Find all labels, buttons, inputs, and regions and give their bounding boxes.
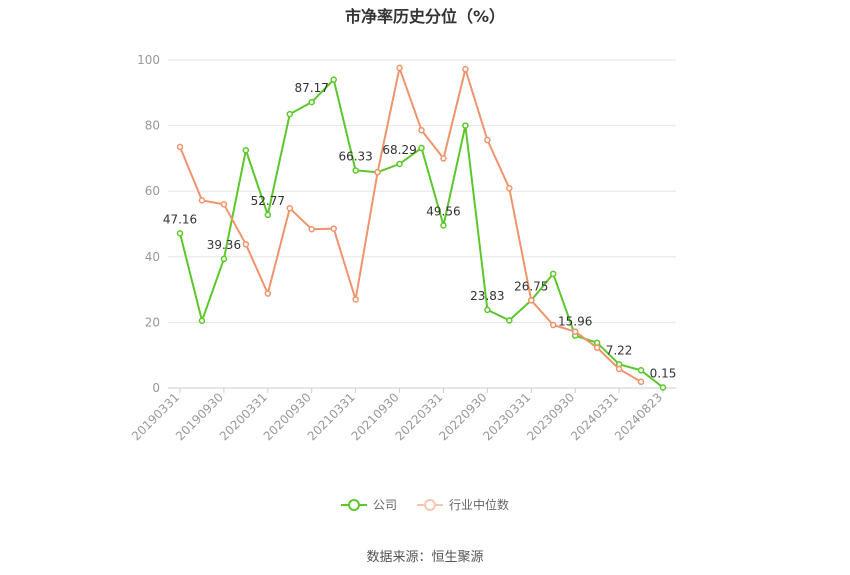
- legend: 公司 行业中位数: [0, 496, 850, 513]
- x-axis: 2019033120190930202003312020093020210331…: [129, 387, 676, 443]
- data-point[interactable]: [549, 270, 557, 278]
- data-point[interactable]: [571, 328, 579, 335]
- legend-swatch-company: [340, 498, 367, 512]
- y-tick-label: 80: [145, 119, 160, 133]
- data-point[interactable]: [440, 222, 447, 229]
- data-point[interactable]: [220, 255, 228, 263]
- legend-item-company[interactable]: 公司: [340, 496, 397, 513]
- data-label: 0.15: [650, 367, 677, 381]
- data-label: 23.83: [470, 289, 504, 303]
- data-label: 87.17: [295, 81, 329, 95]
- data-point[interactable]: [352, 167, 359, 174]
- y-axis: 0 20 40 60 80 100: [137, 53, 160, 395]
- data-point[interactable]: [176, 230, 184, 237]
- x-tick-label: 20240823: [612, 390, 665, 443]
- data-point[interactable]: [637, 378, 645, 386]
- data-label: 39.36: [207, 238, 241, 252]
- chart-title: 市净率历史分位（%）: [344, 7, 506, 26]
- data-label: 49.56: [426, 204, 460, 218]
- data-label: 7.22: [606, 343, 633, 357]
- data-point[interactable]: [330, 76, 337, 83]
- grid-lines: [168, 59, 676, 323]
- source-note: 数据来源：恒生聚源: [366, 550, 484, 565]
- data-label: 47.16: [163, 212, 197, 226]
- data-point[interactable]: [396, 160, 403, 168]
- data-point[interactable]: [659, 384, 667, 391]
- series-layer: [176, 64, 667, 391]
- y-tick-label: 100: [137, 53, 160, 67]
- data-label: 15.96: [558, 315, 592, 329]
- data-point[interactable]: [264, 211, 272, 219]
- data-point[interactable]: [506, 317, 513, 324]
- data-point[interactable]: [264, 290, 272, 297]
- data-point[interactable]: [418, 144, 425, 152]
- data-point[interactable]: [615, 365, 623, 373]
- data-point[interactable]: [198, 317, 206, 325]
- data-point[interactable]: [418, 126, 425, 134]
- data-point[interactable]: [242, 146, 250, 154]
- data-label: 68.29: [382, 143, 416, 157]
- data-point[interactable]: [484, 136, 491, 144]
- data-point[interactable]: [484, 306, 491, 314]
- legend-label-company: 公司: [372, 498, 397, 512]
- data-point[interactable]: [506, 184, 513, 192]
- data-point[interactable]: [286, 205, 294, 212]
- legend-label-industry: 行业中位数: [449, 498, 510, 512]
- data-label: 52.77: [251, 194, 285, 208]
- series-line-1: [179, 66, 642, 383]
- data-point[interactable]: [549, 321, 557, 329]
- y-tick-label: 20: [145, 315, 160, 329]
- data-point[interactable]: [286, 110, 294, 118]
- data-point[interactable]: [352, 296, 359, 303]
- data-point[interactable]: [374, 168, 381, 176]
- data-point[interactable]: [462, 65, 469, 73]
- data-point[interactable]: [330, 225, 337, 232]
- data-point[interactable]: [528, 297, 535, 304]
- data-point[interactable]: [198, 197, 206, 204]
- legend-item-industry[interactable]: 行业中位数: [417, 496, 509, 513]
- data-point[interactable]: [396, 64, 403, 72]
- line-chart: 0 20 40 60 80 100 201903312019093020200331202…: [129, 53, 677, 443]
- data-point[interactable]: [242, 241, 250, 248]
- data-point[interactable]: [308, 98, 315, 106]
- data-point[interactable]: [462, 122, 469, 129]
- data-point[interactable]: [637, 367, 645, 374]
- y-tick-label: 60: [145, 184, 160, 198]
- data-label: 66.33: [338, 149, 372, 163]
- data-point[interactable]: [220, 201, 228, 208]
- data-label: 26.75: [514, 279, 548, 293]
- y-tick-label: 0: [152, 381, 160, 395]
- data-point[interactable]: [176, 143, 184, 151]
- data-point[interactable]: [593, 344, 601, 351]
- legend-swatch-industry: [417, 498, 443, 512]
- data-labels: 47.16 39.36 52.77 87.17 66.33 68.29 49.56 23.83…: [163, 81, 677, 380]
- data-point[interactable]: [440, 155, 447, 162]
- data-point[interactable]: [308, 225, 315, 233]
- y-tick-label: 40: [145, 250, 160, 264]
